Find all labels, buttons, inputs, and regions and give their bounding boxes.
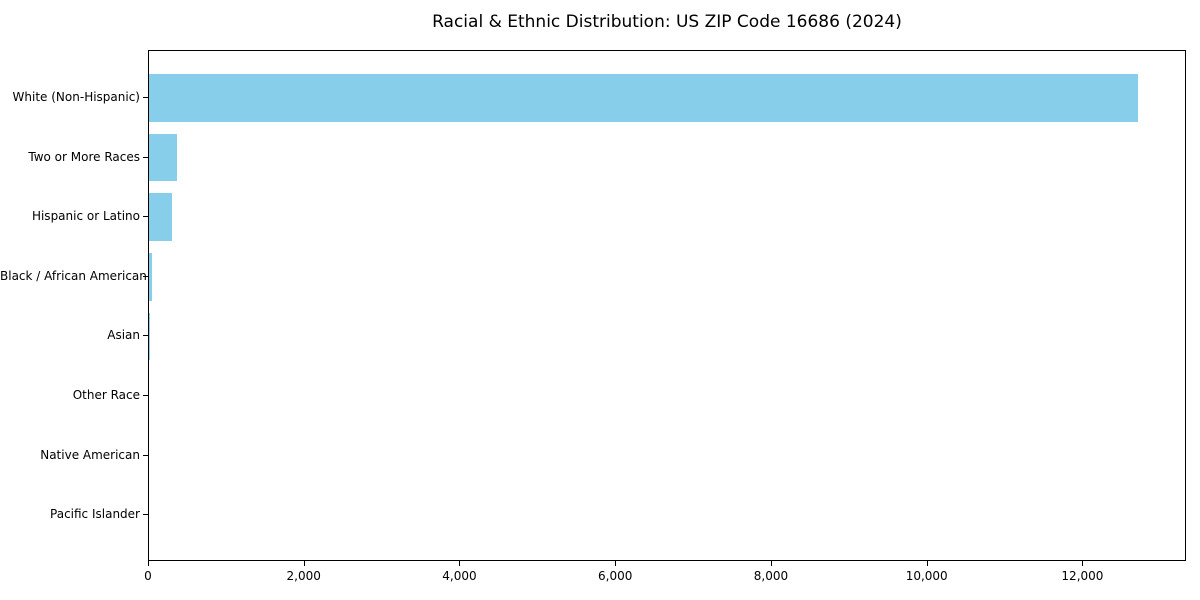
ytick-mark xyxy=(143,216,148,218)
bar-white-non-hispanic xyxy=(149,74,1138,122)
ytick-label: Other Race xyxy=(72,388,140,402)
plot-area xyxy=(148,50,1186,561)
ytick-label: White (Non-Hispanic) xyxy=(12,90,140,104)
ytick-mark xyxy=(143,335,148,337)
xtick-label: 12,000 xyxy=(1061,569,1104,583)
xtick-mark xyxy=(303,561,305,566)
bar-black-african-american xyxy=(149,252,153,301)
ytick-label: Two or More Races xyxy=(28,149,140,164)
xtick-mark xyxy=(459,561,461,566)
xtick-label: 0 xyxy=(144,569,152,583)
ytick-label: Asian xyxy=(107,328,140,343)
ytick-label: Pacific Islander xyxy=(50,507,140,522)
bar-two-or-more-races xyxy=(149,133,177,182)
xtick-label: 4,000 xyxy=(442,569,477,583)
xtick-label: 6,000 xyxy=(598,569,633,583)
ytick-label: Black / African American xyxy=(0,268,147,283)
xtick-mark xyxy=(926,561,928,566)
xtick-mark xyxy=(615,561,617,566)
ytick-mark xyxy=(143,454,148,456)
ytick-mark xyxy=(143,156,148,158)
xtick-label: 2,000 xyxy=(286,569,321,583)
ytick-label: Native American xyxy=(40,447,140,462)
xtick-mark xyxy=(770,561,772,566)
ytick-label: Hispanic or Latino xyxy=(31,209,140,224)
bar-hispanic-or-latino xyxy=(149,193,172,242)
xtick-label: 10,000 xyxy=(905,569,948,583)
ytick-mark xyxy=(143,275,148,277)
xtick-mark xyxy=(1082,561,1084,566)
bar-asian xyxy=(149,312,150,361)
ytick-mark xyxy=(143,97,148,98)
ytick-mark xyxy=(143,395,148,396)
xtick-label: 8,000 xyxy=(753,569,789,583)
chart-title: Racial & Ethnic Distribution: US ZIP Cod… xyxy=(432,12,902,32)
ytick-mark xyxy=(143,514,148,516)
xtick-mark xyxy=(148,561,149,566)
